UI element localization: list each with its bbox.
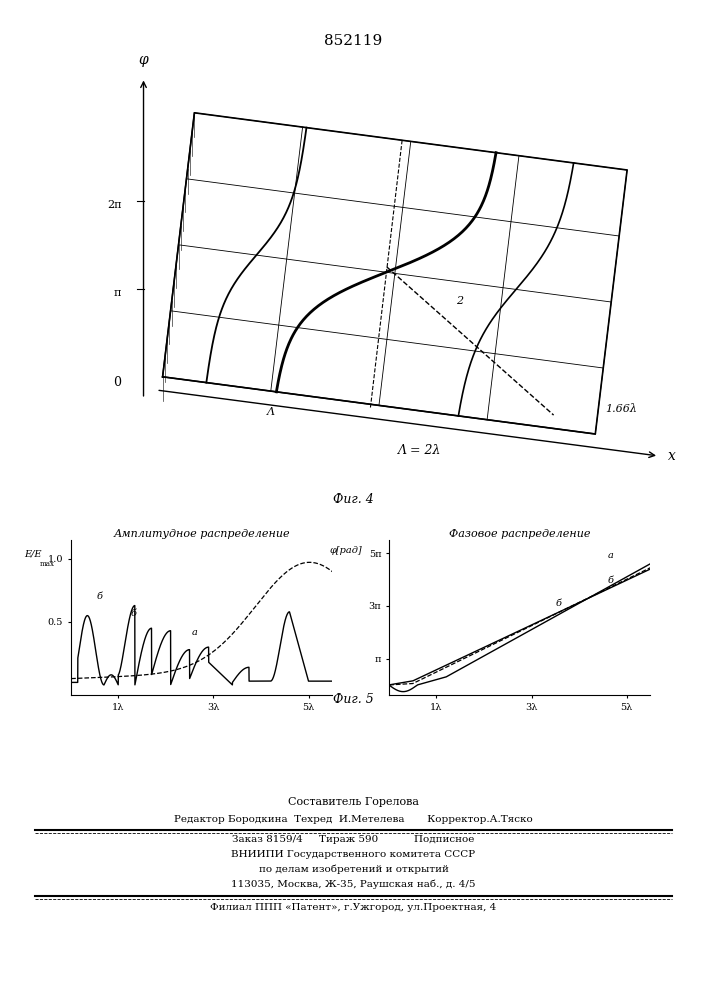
Text: Составитель Горелова: Составитель Горелова bbox=[288, 797, 419, 807]
Text: по делам изобретений и открытий: по делам изобретений и открытий bbox=[259, 864, 448, 874]
Text: Λ = 2λ: Λ = 2λ bbox=[398, 444, 441, 457]
Text: б: б bbox=[607, 576, 614, 585]
Text: 2: 2 bbox=[456, 296, 463, 306]
Text: Λ: Λ bbox=[267, 407, 275, 417]
Text: 113035, Москва, Ж-35, Раушская наб., д. 4/5: 113035, Москва, Ж-35, Раушская наб., д. … bbox=[231, 880, 476, 889]
Text: Редактор Бородкина  Техред  И.Метелева       Корректор.А.Тяско: Редактор Бородкина Техред И.Метелева Кор… bbox=[174, 815, 533, 824]
Text: Заказ 8159/4     Тираж 590           Подписное: Заказ 8159/4 Тираж 590 Подписное bbox=[233, 835, 474, 844]
Text: Фиг. 4: Фиг. 4 bbox=[333, 493, 374, 506]
Text: б: б bbox=[97, 592, 103, 601]
Title: Амплитудное распределение: Амплитудное распределение bbox=[113, 529, 290, 539]
Text: φ[рад]: φ[рад] bbox=[329, 546, 363, 555]
Text: а: а bbox=[192, 628, 198, 637]
Text: φ: φ bbox=[139, 53, 148, 67]
Text: Филиал ППП «Патент», г.Ужгород, ул.Проектная, 4: Филиал ППП «Патент», г.Ужгород, ул.Проек… bbox=[211, 903, 496, 912]
Text: 852119: 852119 bbox=[325, 34, 382, 48]
Text: ВНИИПИ Государственного комитета СССР: ВНИИПИ Государственного комитета СССР bbox=[231, 850, 476, 859]
Text: max: max bbox=[40, 560, 54, 568]
Title: Фазовое распределение: Фазовое распределение bbox=[449, 529, 590, 539]
Text: Фиг. 5: Фиг. 5 bbox=[333, 693, 374, 706]
Text: а: а bbox=[607, 551, 614, 560]
Text: б: б bbox=[555, 599, 561, 608]
Text: б: б bbox=[130, 609, 136, 618]
Text: E/E: E/E bbox=[24, 549, 42, 558]
Text: x: x bbox=[667, 449, 676, 463]
Text: 2π: 2π bbox=[107, 200, 122, 210]
Text: π: π bbox=[114, 288, 122, 298]
Text: 1.66λ: 1.66λ bbox=[605, 404, 637, 414]
Text: 0: 0 bbox=[113, 376, 122, 389]
